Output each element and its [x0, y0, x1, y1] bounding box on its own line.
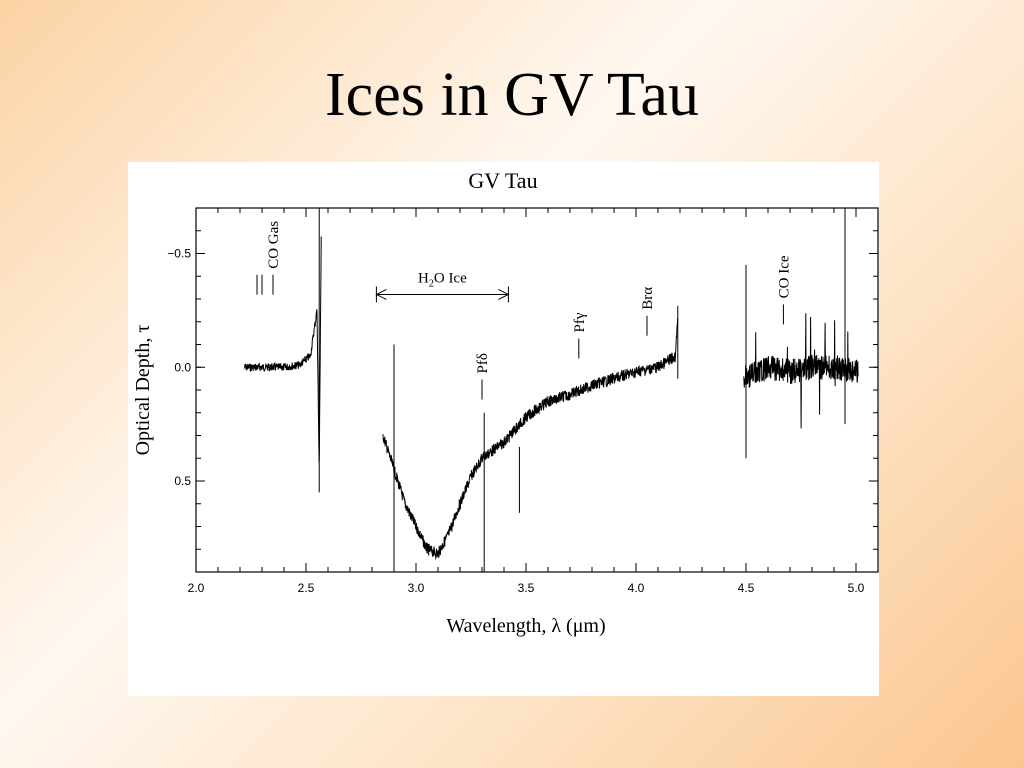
annotation-label: Pfγ: [572, 312, 588, 332]
spectrum-segment: [743, 313, 859, 429]
x-tick-label: 3.0: [408, 581, 425, 595]
y-tick-label: 0.5: [174, 474, 191, 488]
arrow-head: [498, 289, 510, 300]
axis-ticks: [195, 208, 879, 572]
y-tick-label: −0.5: [167, 247, 191, 261]
x-tick-label: 4.0: [628, 581, 645, 595]
annotation-label: Brα: [640, 287, 656, 310]
x-tick-label: 4.5: [738, 581, 755, 595]
y-tick-label: 0.0: [174, 360, 191, 374]
annotation-label: CO Ice: [776, 255, 792, 298]
slide-title: Ices in GV Tau: [325, 61, 699, 129]
x-axis-label: Wavelength, λ (μm): [446, 615, 605, 637]
annotation-label: Pfδ: [475, 353, 491, 373]
spectrum-segment: [382, 318, 679, 561]
chart-title: GV Tau: [468, 168, 537, 193]
annotation-label: H2O Ice: [418, 270, 467, 289]
spectrum-chart: GV Tau 2.0 2.5 3.0 3.5 4.0 4.5 5.0 −0.50.00.5 …: [132, 168, 879, 637]
y-axis-label: Optical Depth, τ: [132, 325, 154, 456]
x-tick-label: 2.5: [298, 581, 315, 595]
annotation-label: CO Gas: [266, 221, 282, 269]
arrow-head: [375, 289, 387, 300]
spectrum-segment: [243, 236, 322, 463]
y-tick-labels: −0.5 0.0 0.5: [167, 247, 191, 489]
x-tick-label: 3.5: [518, 581, 535, 595]
x-tick-label: 2.0: [188, 581, 205, 595]
spectrum-series: [243, 208, 859, 572]
x-tick-label: 5.0: [848, 581, 865, 595]
x-tick-labels: 2.0 2.5 3.0 3.5 4.0 4.5 5.0: [188, 581, 865, 595]
chart-figure: GV Tau 2.0 2.5 3.0 3.5 4.0 4.5 5.0 −0.5 0.0 0.5 …: [128, 162, 879, 696]
line-annotations: CO Gas H2O Ice Pfδ Pfγ Brα CO Ice: [256, 221, 792, 400]
